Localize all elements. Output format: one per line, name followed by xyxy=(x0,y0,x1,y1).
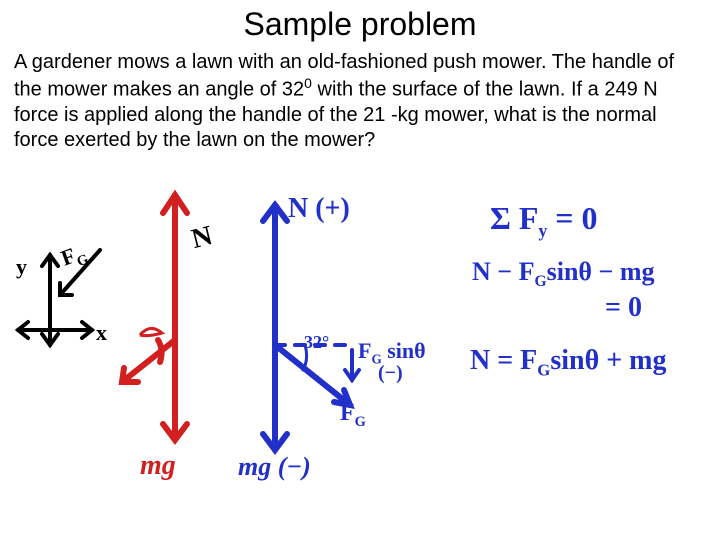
label-mg-minus: mg (−) xyxy=(238,452,311,482)
slide-title: Sample problem xyxy=(0,6,720,43)
eq-line3: N = FGsinθ + mg xyxy=(470,345,667,381)
label-minus: (−) xyxy=(378,362,403,385)
eq1-sigma: Σ F xyxy=(490,200,538,236)
eq1-sub: y xyxy=(538,220,547,240)
label-N-red: N xyxy=(188,220,215,256)
label-FG-blue: FG xyxy=(340,400,366,431)
label-x: x xyxy=(96,320,107,346)
label-angle: 32° xyxy=(304,332,329,353)
label-N-plus: N (+) xyxy=(288,193,350,225)
label-mg-red: mg xyxy=(140,450,176,482)
label-fg-arrow: FG xyxy=(58,239,91,276)
eq-line2: N − FGsinθ − mg xyxy=(472,258,654,291)
label-y: y xyxy=(16,254,27,280)
problem-text: A gardener mows a lawn with an old-fashi… xyxy=(14,50,706,153)
eq-line2-rhs: = 0 xyxy=(605,292,642,324)
eq-line1: Σ Fy = 0 xyxy=(490,200,598,241)
eq1-rhs: = 0 xyxy=(555,200,597,236)
